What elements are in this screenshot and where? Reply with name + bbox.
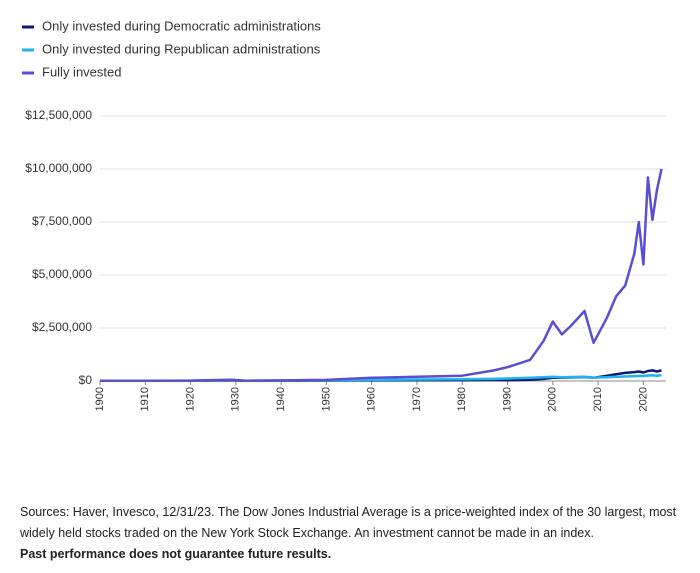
x-tick-label: 1940 [275,387,287,411]
y-tick-label: $5,000,000 [32,267,92,281]
legend-label: Fully invested [42,64,121,79]
chart: $0 $2,500,000 $5,000,000 $7,500,000 $10,000,… [22,18,666,411]
x-tick-label: 2020 [637,387,649,411]
y-tick-label: $10,000,000 [25,161,92,175]
series-line [99,168,663,383]
disclaimer: Past performance does not guarantee futu… [20,547,332,561]
x-tick-label: 1950 [320,387,332,411]
x-tick-label: 2000 [547,387,559,411]
y-tick-label: $7,500,000 [32,214,92,228]
x-tick-label: 1900 [94,387,106,411]
x-tick-label: 1920 [184,387,196,411]
x-tick-label: 1910 [139,387,151,411]
x-tick-label: 1960 [366,387,378,411]
x-tick-label: 1930 [230,387,242,411]
x-tick-label: 1990 [501,387,513,411]
x-tick-label: 1980 [456,387,468,411]
x-tick-label: 1970 [411,387,423,411]
y-tick-label: $2,500,000 [32,320,92,334]
legend-label: Only invested during Republican administ… [42,41,321,56]
footnote: Sources: Haver, Invesco, 12/31/23. The D… [20,505,677,540]
y-tick-label: $0 [79,373,93,387]
x-tick-label: 2010 [592,387,604,411]
y-tick-label: $12,500,000 [25,108,92,122]
legend-label: Only invested during Democratic administ… [42,18,321,33]
